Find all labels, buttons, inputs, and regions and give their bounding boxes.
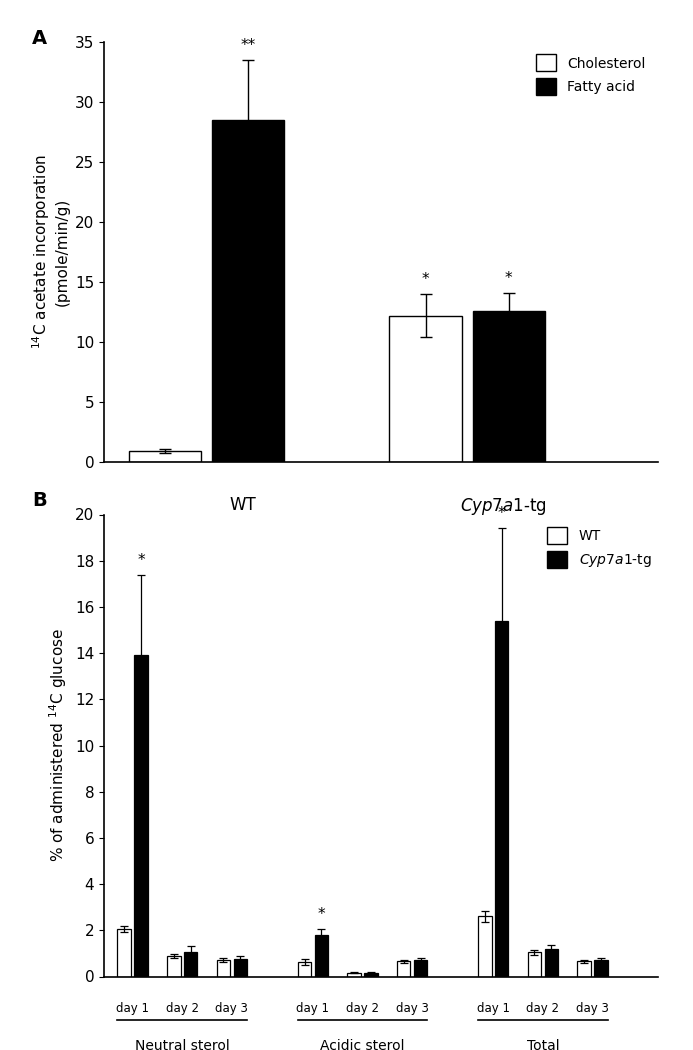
Bar [315,936,328,977]
Bar [217,960,230,977]
Bar [212,120,284,462]
Legend: WT, $\it{Cyp7a1}$-tg: WT, $\it{Cyp7a1}$-tg [541,522,657,574]
Bar [167,957,181,977]
Text: *: * [317,907,325,922]
Bar [389,316,462,462]
Text: day 3: day 3 [396,1002,428,1015]
Bar [577,962,590,977]
Text: day 1: day 1 [297,1002,329,1015]
Text: **: ** [240,38,256,52]
Bar [298,962,311,977]
Bar [134,655,148,977]
Text: B: B [32,491,46,510]
Text: *: * [505,271,513,286]
Bar [527,952,541,976]
Text: day 1: day 1 [477,1002,510,1015]
Text: day 1: day 1 [116,1002,149,1015]
Text: Total: Total [527,1038,559,1050]
Text: $\it{Cyp7a1}$-tg: $\it{Cyp7a1}$-tg [459,496,547,517]
Bar [478,917,491,976]
Bar [118,929,131,976]
Bar [495,621,509,976]
Text: *: * [137,552,145,568]
Text: day 3: day 3 [216,1002,248,1015]
Y-axis label: $^{14}$C acetate incorporation
(pmole/min/g): $^{14}$C acetate incorporation (pmole/mi… [30,154,69,350]
Bar [184,951,198,977]
Text: day 2: day 2 [166,1002,199,1015]
Text: day 2: day 2 [346,1002,379,1015]
Bar [414,960,428,977]
Bar [129,452,201,462]
Bar [347,972,361,977]
Text: day 2: day 2 [527,1002,559,1015]
Text: day 3: day 3 [576,1002,609,1015]
Bar [473,311,545,462]
Bar [594,960,608,977]
Bar [234,960,247,977]
Bar [397,962,410,977]
Text: WT: WT [229,496,256,513]
Y-axis label: % of administered $^{14}$C glucose: % of administered $^{14}$C glucose [48,629,69,862]
Text: A: A [32,29,47,48]
Bar [545,949,558,977]
Text: Neutral sterol: Neutral sterol [135,1038,229,1050]
Text: Acidic sterol: Acidic sterol [320,1038,405,1050]
Text: *: * [421,272,430,287]
Bar [365,973,378,976]
Legend: Cholesterol, Fatty acid: Cholesterol, Fatty acid [530,49,651,101]
Text: *: * [498,506,505,522]
